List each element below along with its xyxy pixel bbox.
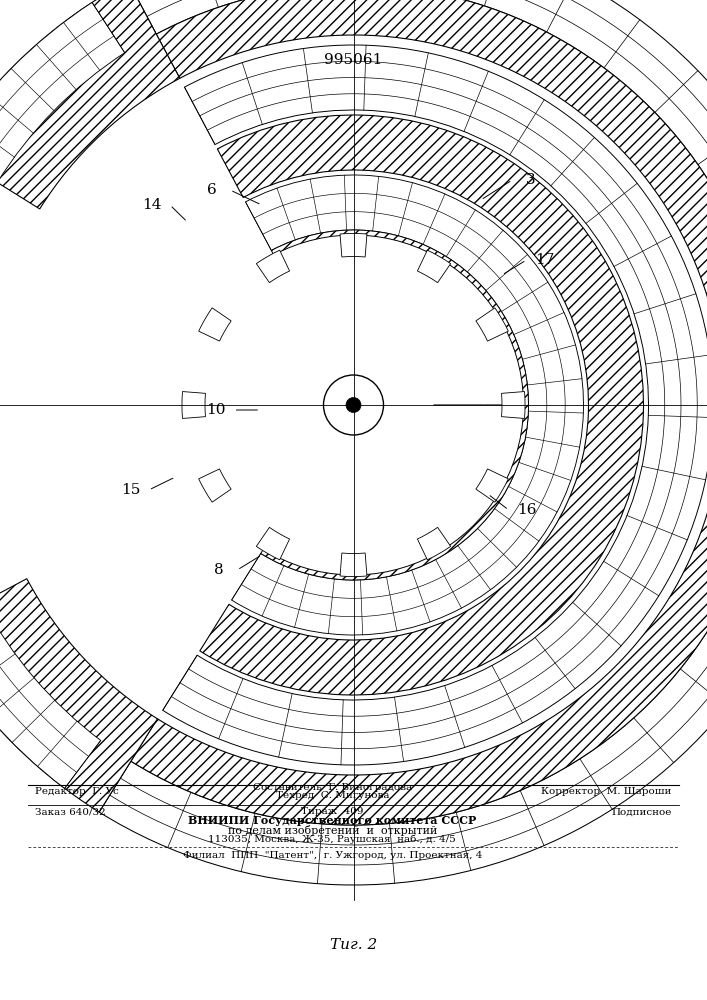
Wedge shape bbox=[0, 579, 158, 812]
Wedge shape bbox=[417, 527, 450, 560]
Text: Филиал  ППП  "Патент",  г. Ужгород, ул. Проектная, 4: Филиал ППП "Патент", г. Ужгород, ул. Про… bbox=[182, 852, 482, 860]
Wedge shape bbox=[199, 469, 231, 502]
Wedge shape bbox=[200, 115, 643, 695]
Wedge shape bbox=[182, 392, 206, 418]
Wedge shape bbox=[99, 0, 707, 885]
Text: 3: 3 bbox=[525, 173, 535, 187]
Circle shape bbox=[324, 375, 383, 435]
Wedge shape bbox=[476, 469, 508, 502]
Wedge shape bbox=[417, 250, 450, 283]
Wedge shape bbox=[340, 233, 367, 257]
Wedge shape bbox=[501, 392, 525, 418]
Wedge shape bbox=[476, 308, 508, 341]
Text: Подписное: Подписное bbox=[612, 808, 672, 816]
Wedge shape bbox=[340, 553, 367, 577]
Text: 113035, Москва, Ж-35, Раушская  наб., д. 4/5: 113035, Москва, Ж-35, Раушская наб., д. … bbox=[209, 834, 456, 844]
Wedge shape bbox=[0, 2, 124, 182]
Text: Редактор  Г. Ус: Редактор Г. Ус bbox=[35, 788, 119, 796]
Wedge shape bbox=[0, 602, 100, 788]
Wedge shape bbox=[163, 45, 707, 765]
Text: Тираж  409: Тираж 409 bbox=[301, 808, 363, 816]
Text: Техред  С. Мигунова: Техред С. Мигунова bbox=[276, 792, 389, 800]
Text: Τиг. 2: Τиг. 2 bbox=[330, 938, 377, 952]
Text: 15: 15 bbox=[121, 483, 141, 497]
Text: 995061: 995061 bbox=[325, 53, 382, 67]
Wedge shape bbox=[257, 250, 290, 283]
Wedge shape bbox=[261, 230, 529, 580]
Wedge shape bbox=[257, 527, 290, 560]
Text: Составитель  Г. Виноградова: Составитель Г. Виноградова bbox=[252, 784, 412, 792]
Text: по делам изобретений  и  открытий: по делам изобретений и открытий bbox=[228, 824, 437, 835]
Text: 6: 6 bbox=[207, 183, 217, 197]
Text: Заказ 640/32: Заказ 640/32 bbox=[35, 808, 106, 816]
Text: 17: 17 bbox=[534, 253, 554, 267]
Wedge shape bbox=[0, 0, 180, 209]
Text: 16: 16 bbox=[517, 503, 537, 517]
Circle shape bbox=[346, 398, 361, 413]
Wedge shape bbox=[131, 0, 707, 825]
Wedge shape bbox=[232, 175, 583, 635]
Text: Корректор  М. Шароши: Корректор М. Шароши bbox=[542, 788, 672, 796]
Text: 10: 10 bbox=[206, 403, 226, 417]
Text: 8: 8 bbox=[214, 563, 224, 577]
Text: ВНИИПИ Государственного комитета СССР: ВНИИПИ Государственного комитета СССР bbox=[188, 816, 477, 826]
Text: 14: 14 bbox=[142, 198, 162, 212]
Wedge shape bbox=[199, 308, 231, 341]
